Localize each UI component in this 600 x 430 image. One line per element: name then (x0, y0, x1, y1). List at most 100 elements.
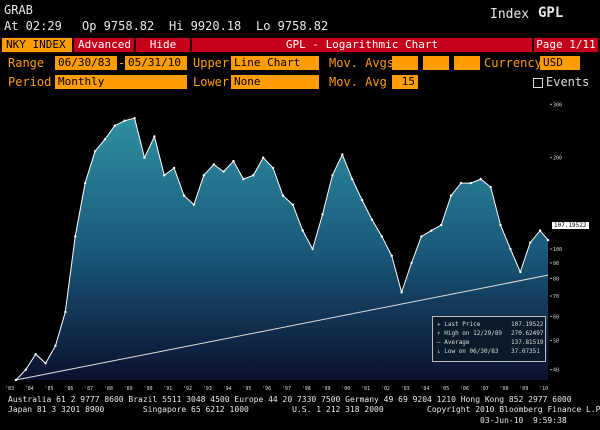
data-point (242, 177, 245, 181)
x-tick-label: '90 (143, 386, 152, 392)
high-icon: ↑ (437, 330, 441, 337)
last-price-tag: 107.19522 (552, 222, 589, 229)
data-point (489, 185, 492, 189)
data-point (519, 270, 522, 274)
toolbar: NKY INDEX Advanced Hide GPL - Logarithmi… (0, 37, 600, 54)
events-label: Events (546, 75, 590, 89)
data-point (212, 163, 215, 166)
data-point (192, 203, 196, 206)
data-point (509, 247, 512, 251)
x-tick-label: '03 (401, 386, 410, 392)
data-point (34, 353, 37, 356)
data-point (538, 229, 542, 232)
currency-field[interactable]: USD (540, 56, 580, 70)
data-point (311, 247, 314, 251)
page-indicator[interactable]: Page 1/11 (534, 38, 598, 52)
x-tick-label: '85 (45, 386, 54, 392)
mov-avg-field-2[interactable] (423, 56, 449, 70)
data-point (459, 181, 463, 185)
data-point (163, 174, 166, 177)
x-tick-label: '08 (500, 386, 509, 392)
x-tick-label: '01 (361, 386, 370, 392)
data-point (440, 223, 443, 227)
mov-avg-field-1[interactable] (392, 56, 418, 70)
legend-average-value: 137.81519 (511, 339, 544, 346)
footer-contacts-2: Japan 81 3 3201 8900 Singapore 65 6212 1… (8, 405, 600, 414)
lower-chart-field[interactable]: None (231, 75, 319, 89)
legend-average: — Average (437, 339, 470, 346)
data-point (420, 235, 423, 238)
low-icon: ↓ (437, 348, 441, 355)
data-point (172, 166, 176, 170)
y-tick-label: 60 (553, 314, 559, 320)
price-area (15, 118, 548, 380)
data-point (341, 153, 344, 156)
x-tick-label: '00 (341, 386, 350, 392)
range-from-field[interactable]: 06/30/83 (55, 56, 117, 70)
last-price-icon: ✳ (437, 321, 441, 328)
advanced-button[interactable]: Advanced (74, 38, 134, 52)
mov-avg-field-3[interactable] (454, 56, 480, 70)
x-tick-label: '89 (124, 386, 133, 392)
x-tick-label: '93 (203, 386, 212, 392)
data-point (331, 174, 334, 177)
data-point (261, 156, 265, 159)
data-point (93, 150, 97, 153)
x-tick-label: '07 (480, 386, 489, 392)
low-price: Lo 9758.82 (256, 19, 329, 33)
open-price: Op 9758.82 (82, 19, 155, 33)
x-tick-label: '99 (321, 386, 330, 392)
period-label: Period (8, 75, 52, 89)
data-point (546, 238, 550, 242)
x-tick-label: '94 (223, 386, 232, 392)
data-point (64, 310, 67, 314)
hide-button[interactable]: Hide (136, 38, 190, 52)
range-to-field[interactable]: 05/31/10 (125, 56, 187, 70)
data-point (14, 378, 18, 382)
data-point (113, 124, 117, 127)
data-point (252, 174, 255, 177)
events-checkbox[interactable] (533, 78, 543, 88)
quote-time: At 02:29 (4, 19, 62, 33)
y-tick-label: 200 (553, 156, 562, 162)
upper-chart-field[interactable]: Line Chart (231, 56, 319, 70)
data-point (410, 261, 413, 265)
upper-label: Upper (193, 56, 230, 70)
y-tick-label: 50 (553, 338, 559, 344)
currency-label: Currency (484, 56, 542, 70)
y-tick-label: 80 (553, 276, 559, 282)
data-point (400, 291, 403, 294)
x-tick-label: '83 (5, 386, 14, 392)
y-tick-label: 90 (553, 261, 559, 267)
data-point (143, 156, 146, 159)
data-point (380, 235, 384, 238)
mov-avg-label: Mov. Avg (329, 75, 387, 89)
data-point (222, 170, 225, 173)
data-point (103, 138, 107, 141)
period-field[interactable]: Monthly (55, 75, 187, 89)
data-point (360, 198, 364, 202)
legend-last-value: 107.19522 (511, 321, 544, 328)
x-tick-label: '09 (519, 386, 528, 392)
index-code: GPL (538, 5, 564, 21)
x-tick-label: '04 (420, 386, 429, 392)
legend-low: ↓ Low on 06/30/83 (437, 348, 499, 355)
data-point (44, 362, 47, 365)
data-point (281, 194, 285, 197)
data-point (83, 181, 87, 185)
screen-name: GRAB (4, 3, 33, 17)
data-point (123, 119, 126, 122)
legend-last: ✳ Last Price (437, 321, 481, 328)
average-icon: — (437, 339, 441, 346)
security-tab[interactable]: NKY INDEX (2, 38, 72, 52)
lower-label: Lower (193, 75, 230, 89)
data-point (24, 368, 27, 371)
y-tick-label: 70 (553, 294, 559, 300)
data-point (74, 235, 77, 238)
data-point (370, 218, 374, 221)
mov-avg-period-field[interactable]: 15 (392, 75, 418, 89)
data-point (321, 213, 324, 216)
data-point (350, 177, 354, 181)
chart-title: GPL - Logarithmic Chart (192, 38, 532, 52)
data-point (499, 223, 502, 227)
